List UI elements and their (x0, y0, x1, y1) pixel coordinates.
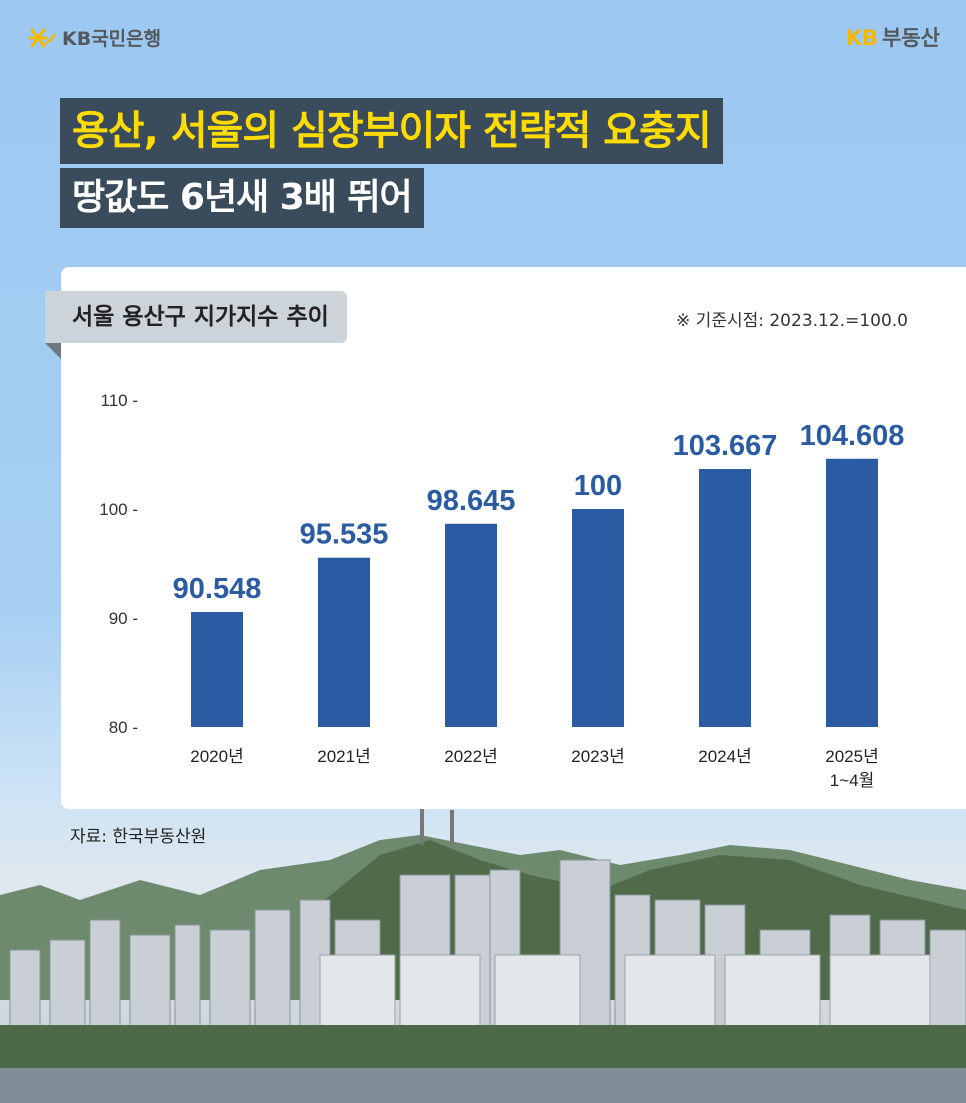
bar (826, 458, 878, 727)
x-category-label-line: 2022년 (444, 747, 497, 766)
bar-value-label: 95.535 (300, 519, 389, 551)
bar-value-label: 98.645 (427, 485, 516, 517)
kb-realestate-text: 부동산 (882, 26, 940, 50)
kb-realestate-logo: KB 부동산 (846, 22, 940, 52)
x-category-label-line: 2020년 (190, 747, 243, 766)
y-tick-label: 80 - (109, 718, 138, 737)
bar-value-label: 103.667 (673, 430, 778, 462)
x-category-label-line: 1~4월 (830, 771, 874, 790)
x-category-label-line: 2023년 (571, 747, 624, 766)
chart-title-fold (45, 343, 61, 359)
bar (191, 612, 243, 727)
x-category-label-line: 2021년 (317, 747, 370, 766)
x-category-label: 2021년 (317, 747, 370, 766)
baseline-note: ※ 기준시점: 2023.12.=100.0 (676, 311, 908, 331)
bar-value-label: 100 (574, 470, 622, 502)
seoul-skyline-image (0, 805, 966, 1103)
kb-kookmin-logo-text: KB국민은행 (62, 28, 162, 50)
x-category-label-line: 2024년 (698, 747, 751, 766)
x-category-label-line: 2025년 (825, 747, 878, 766)
headline-line2: 땅값도 6년새 3배 뛰어 (60, 168, 424, 228)
y-tick-label: 110 - (101, 391, 139, 410)
kb-star-icon (28, 28, 56, 47)
bar (318, 557, 370, 727)
y-tick-label: 100 - (99, 500, 138, 519)
bar (572, 509, 624, 727)
y-tick-label: 90 - (109, 609, 138, 628)
kb-kookmin-logo: KB국민은행 (26, 24, 161, 51)
bar-value-label: 104.608 (800, 420, 905, 452)
x-category-label: 2022년 (444, 747, 497, 766)
bar (445, 523, 497, 727)
bar (699, 469, 751, 727)
source-note: 자료: 한국부동산원 (70, 827, 207, 847)
x-category-label: 2024년 (698, 747, 751, 766)
headline-line1: 용산, 서울의 심장부이자 전략적 요충지 (60, 98, 723, 164)
bar-value-label: 90.548 (173, 573, 262, 605)
chart-title: 서울 용산구 지가지수 추이 (45, 291, 347, 343)
kb-realestate-kb: KB (845, 26, 879, 50)
land-price-index-chart: 80 - 90 - 100 - 110 - 90.548 2020년 95.535 2021년… (99, 391, 905, 790)
x-category-label: 2025년 1~4월 (825, 747, 878, 790)
x-category-label: 2020년 (190, 747, 243, 766)
x-category-label: 2023년 (571, 747, 624, 766)
